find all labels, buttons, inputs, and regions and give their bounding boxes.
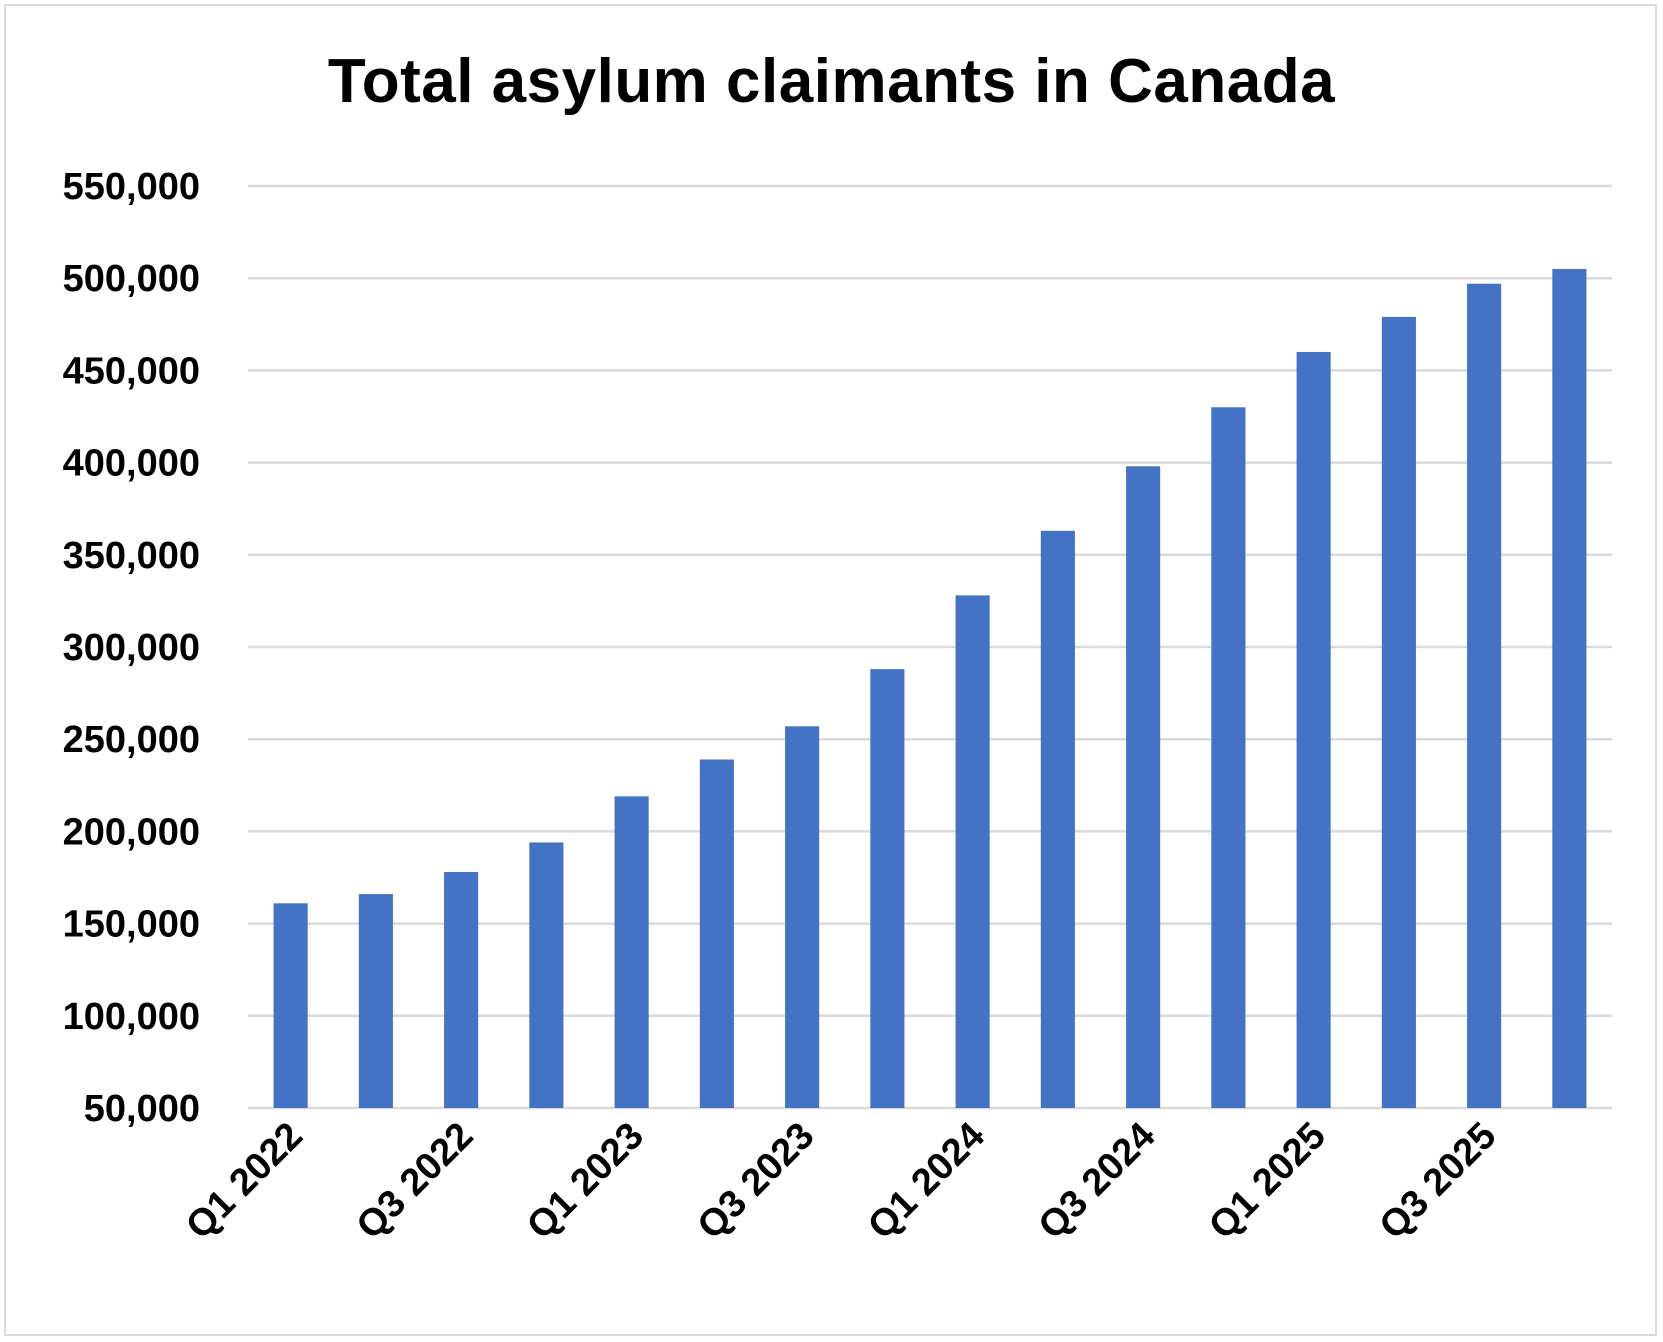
y-tick-label: 400,000 [63,443,200,485]
bars [273,268,1587,1109]
bar [870,669,905,1108]
y-tick-label: 300,000 [63,627,200,669]
bar [1296,351,1331,1109]
bar [444,871,479,1108]
y-tick-label: 450,000 [63,350,200,392]
x-tick-label: Q3 2022 [349,1115,482,1248]
bar [785,726,820,1108]
y-tick-label: 250,000 [63,719,200,761]
y-tick-label: 100,000 [63,996,200,1038]
x-tick-label: Q1 2022 [178,1115,311,1248]
bar [1211,407,1246,1108]
x-tick-label: Q3 2023 [690,1115,823,1248]
y-tick-label: 350,000 [63,535,200,577]
bar [358,894,393,1108]
bar [614,796,649,1108]
x-axis-ticks: Q1 2022 Q3 2022 Q1 2023 Q3 2023 Q1 2024 Q3 20… [178,1115,1504,1248]
x-tick-label: Q1 2025 [1201,1115,1334,1248]
bar [1552,268,1587,1109]
y-tick-label: 200,000 [63,811,200,853]
x-tick-label: Q3 2025 [1372,1115,1505,1248]
chart-title: Total asylum claimants in Canada [327,47,1336,116]
chart-frame [4,4,1657,1336]
y-tick-label: 500,000 [63,258,200,300]
bar [699,759,734,1108]
bar [955,595,990,1108]
bar [1381,316,1416,1108]
bar [273,903,308,1108]
bar [1126,466,1161,1109]
y-tick-label: 150,000 [63,904,200,946]
y-axis-ticks: 50,000 100,000 150,000 200,000 250,000 300,00… [63,166,200,1130]
x-tick-label: Q1 2024 [860,1115,993,1248]
bar [1040,530,1075,1108]
x-tick-label: Q1 2023 [519,1115,652,1248]
x-tick-label: Q3 2024 [1031,1115,1164,1248]
bar [529,842,564,1108]
y-tick-label: 50,000 [84,1088,200,1130]
y-tick-label: 550,000 [63,166,200,208]
bar [1467,283,1502,1108]
